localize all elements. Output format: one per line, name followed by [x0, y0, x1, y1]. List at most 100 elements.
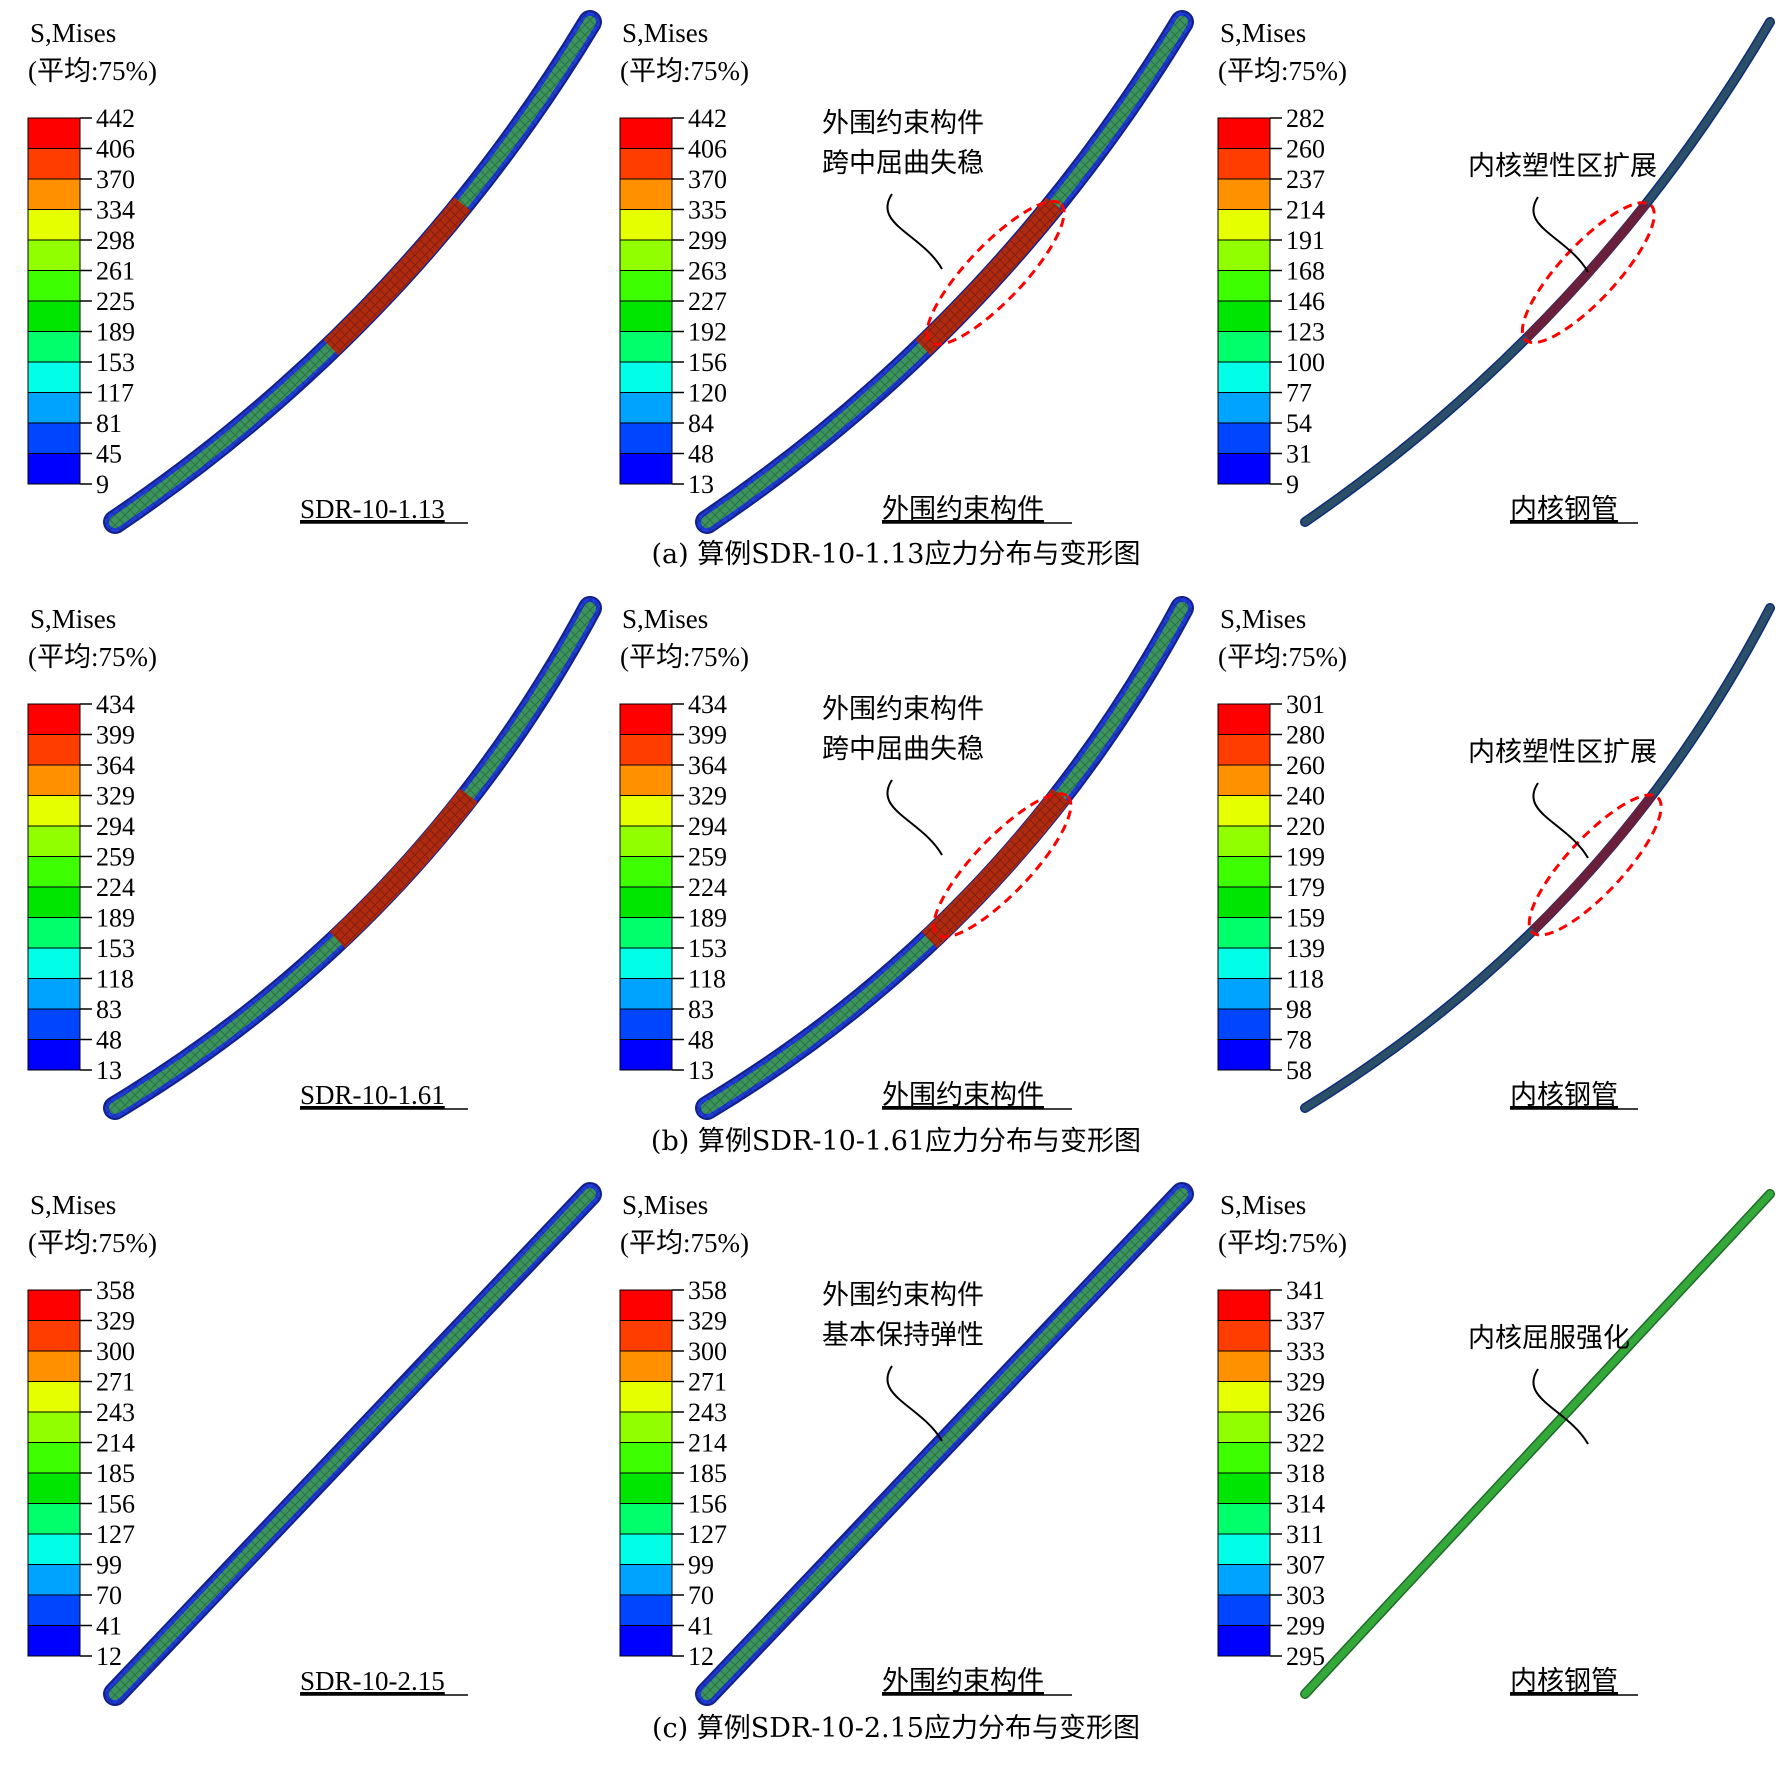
- legend-tick-label: 370: [96, 165, 135, 194]
- annotation-leader: [886, 1365, 943, 1442]
- legend-tick-label: 81: [96, 409, 122, 438]
- legend-swatch: [27, 331, 81, 363]
- legend-swatch: [619, 300, 673, 332]
- legend-swatch: [619, 1564, 673, 1596]
- legend-swatch: [1217, 1533, 1271, 1565]
- legend-tick-label: 13: [96, 1056, 122, 1085]
- legend-swatch: [27, 734, 81, 766]
- highlight-ellipse: [932, 792, 1073, 939]
- legend-swatch: [1217, 209, 1271, 241]
- row-caption: (a) 算例SDR-10-1.13应力分布与变形图: [652, 539, 1141, 570]
- legend-swatch: [1217, 1350, 1271, 1382]
- legend-swatch: [1217, 917, 1271, 949]
- legend-tick-label: 225: [96, 287, 135, 316]
- legend-tick-label: 199: [1286, 843, 1325, 872]
- legend-tick-label: 298: [96, 226, 135, 255]
- panel-2-1: S,Mises(平均:75%)4343993643292942592241891…: [27, 596, 602, 1120]
- annotation-text: 外围约束构件: [822, 1280, 984, 1311]
- legend-swatch: [619, 178, 673, 210]
- legend-swatch: [1217, 795, 1271, 827]
- legend-swatch: [619, 1008, 673, 1040]
- legend-swatch: [619, 1472, 673, 1504]
- legend-tick-label: 41: [96, 1612, 122, 1641]
- legend-swatch: [1217, 1411, 1271, 1443]
- legend-tick-label: 48: [688, 440, 714, 469]
- legend-average: (平均:75%): [28, 56, 157, 86]
- legend-tick-label: 214: [688, 1429, 727, 1458]
- legend-swatch: [27, 300, 81, 332]
- legend-tick-label: 260: [1286, 135, 1325, 164]
- legend-tick-label: 326: [1286, 1398, 1325, 1427]
- legend-swatch: [619, 392, 673, 424]
- legend-swatch: [27, 764, 81, 796]
- legend-tick-label: 259: [688, 843, 727, 872]
- highlight-ellipse: [1520, 201, 1656, 345]
- legend-swatch: [27, 1350, 81, 1382]
- legend-tick-label: 322: [1286, 1429, 1325, 1458]
- legend-tick-label: 261: [96, 257, 135, 286]
- legend-tick-label: 70: [688, 1581, 714, 1610]
- legend-swatch: [27, 392, 81, 424]
- legend-average: (平均:75%): [28, 1228, 157, 1258]
- legend-swatch: [1217, 239, 1271, 271]
- legend-swatch: [27, 886, 81, 918]
- legend-tick-label: 41: [688, 1612, 714, 1641]
- legend-swatch: [27, 795, 81, 827]
- legend-tick-label: 78: [1286, 1026, 1312, 1055]
- legend-swatch: [1217, 453, 1271, 485]
- legend-swatch: [619, 917, 673, 949]
- legend-swatch: [27, 703, 81, 735]
- legend-tick-label: 12: [96, 1642, 122, 1671]
- legend-swatch: [27, 1320, 81, 1352]
- legend-swatch: [1217, 148, 1271, 180]
- legend-tick-label: 329: [1286, 1368, 1325, 1397]
- legend-tick-label: 139: [1286, 934, 1325, 963]
- panel-label: 外围约束构件: [882, 1666, 1044, 1697]
- legend-swatch: [1217, 1381, 1271, 1413]
- legend-swatch: [27, 1289, 81, 1321]
- panel-2-2: 外围约束构件跨中屈曲失稳S,Mises(平均:75%)4343993643292…: [619, 596, 1194, 1120]
- legend-swatch: [27, 947, 81, 979]
- stress-band: [701, 602, 1192, 1118]
- legend-tick-label: 48: [96, 1026, 122, 1055]
- legend-swatch: [619, 825, 673, 857]
- legend-tick-label: 318: [1286, 1459, 1325, 1488]
- legend-swatch: [27, 825, 81, 857]
- legend-tick-label: 127: [96, 1520, 135, 1549]
- legend-tick-label: 358: [688, 1276, 727, 1305]
- legend-tick-label: 185: [688, 1459, 727, 1488]
- panel-label: 内核钢管: [1510, 1080, 1618, 1111]
- legend-tick-label: 434: [688, 690, 727, 719]
- legend-swatch: [1217, 392, 1271, 424]
- legend-swatch: [1217, 886, 1271, 918]
- legend-tick-label: 263: [688, 257, 727, 286]
- legend-tick-label: 99: [688, 1551, 714, 1580]
- legend-swatch: [27, 1625, 81, 1657]
- legend-swatch: [619, 1625, 673, 1657]
- legend-swatch: [27, 1008, 81, 1040]
- legend-average: (平均:75%): [620, 642, 749, 672]
- legend-average: (平均:75%): [28, 642, 157, 672]
- legend-swatch: [619, 1594, 673, 1626]
- annotation-text: 跨中屈曲失稳: [822, 734, 984, 765]
- legend-swatch: [619, 270, 673, 302]
- legend-title: S,Mises: [622, 1190, 708, 1220]
- legend-title: S,Mises: [1220, 1190, 1306, 1220]
- member-inner-core-tube: [1300, 17, 1775, 527]
- panel-label: 内核钢管: [1510, 1666, 1618, 1697]
- legend-tick-label: 83: [688, 995, 714, 1024]
- legend-tick-label: 189: [688, 904, 727, 933]
- legend-swatch: [1217, 1503, 1271, 1535]
- legend-swatch: [27, 1503, 81, 1535]
- legend-swatch: [1217, 1320, 1271, 1352]
- member-outer-restraint: [103, 596, 602, 1120]
- member-outer-restraint: [103, 10, 602, 534]
- panel-label: 外围约束构件: [882, 1080, 1044, 1111]
- legend-swatch: [27, 453, 81, 485]
- legend-swatch: [27, 148, 81, 180]
- panel-label: SDR-10-2.15: [300, 1666, 445, 1696]
- legend-tick-label: 83: [96, 995, 122, 1024]
- legend-tick-label: 98: [1286, 995, 1312, 1024]
